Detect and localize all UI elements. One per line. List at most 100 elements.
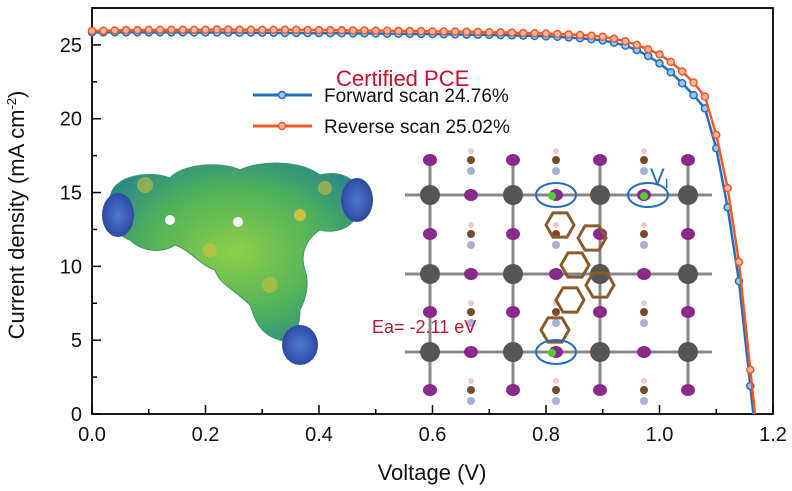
lead-atom: [678, 264, 698, 284]
legend-forward: Forward scan 24.76%: [253, 86, 509, 107]
data-point-reverse: [167, 25, 176, 34]
x-tick-label: 0.4: [305, 424, 333, 446]
lead-atom: [590, 342, 610, 362]
y-tick-label: 5: [71, 330, 82, 352]
vacancy-label-main: V: [650, 164, 665, 189]
x-tick-label: 0.6: [419, 424, 447, 446]
molecule-ring: [554, 286, 586, 314]
iodide-atom: [506, 154, 520, 166]
carbon-atom: [640, 156, 648, 164]
iodide-atom: [423, 306, 437, 318]
lead-atom: [590, 185, 610, 205]
molecule-ring: [544, 211, 576, 239]
nitrogen-atom: [552, 397, 560, 405]
data-point-reverse: [473, 27, 483, 37]
data-point-reverse: [700, 92, 710, 101]
nitrogen-atom: [640, 319, 648, 327]
data-point-reverse: [269, 25, 278, 35]
lead-atom: [503, 342, 523, 362]
data-point-reverse: [382, 26, 392, 35]
esp-molecule-inset: [102, 162, 373, 365]
dopant-atom: [548, 192, 556, 200]
data-point-reverse: [519, 28, 528, 38]
data-point-reverse: [405, 26, 415, 36]
x-tick-label: 1.2: [759, 424, 787, 446]
carbon-atom: [552, 156, 560, 164]
hydrogen-atom: [553, 378, 559, 384]
hydrogen-atom: [468, 222, 474, 228]
series-layer: [87, 25, 757, 415]
data-point-reverse: [314, 25, 324, 35]
iodide-atom: [593, 384, 607, 396]
carbon-atom: [467, 308, 475, 316]
hydrogen-atom: [553, 222, 559, 228]
iodide-atom: [506, 306, 520, 318]
data-point-forward: [677, 79, 687, 88]
hydrogen-atom: [641, 378, 647, 384]
data-point-reverse: [337, 26, 346, 35]
data-point-reverse: [632, 40, 642, 50]
x-tick-label: 0.8: [532, 424, 560, 446]
x-axis-title: Voltage (V): [378, 460, 487, 485]
data-point-reverse: [723, 183, 732, 193]
data-point-reverse: [541, 29, 551, 38]
carbon-atom: [552, 308, 560, 316]
y-tick-label: 15: [60, 183, 82, 205]
nitrogen-atom: [640, 167, 648, 175]
data-point-reverse: [553, 29, 562, 39]
molecule-ring: [559, 251, 591, 279]
nitrogen-atom: [552, 167, 560, 175]
data-point-reverse: [87, 26, 97, 36]
legend-reverse: Reverse scan 25.02%: [253, 117, 510, 138]
data-point-reverse: [292, 25, 301, 35]
data-point-reverse: [439, 27, 449, 36]
data-point-reverse: [121, 25, 131, 35]
data-point-reverse: [734, 257, 744, 267]
lead-atom: [420, 185, 440, 205]
data-point-reverse: [462, 27, 471, 37]
molecule-ring: [584, 271, 616, 299]
data-point-reverse: [110, 26, 119, 35]
y-axis-title-sup: -2: [4, 98, 19, 110]
iodide-atom: [637, 346, 651, 358]
data-point-reverse: [326, 25, 335, 35]
data-point-reverse: [371, 26, 380, 35]
carbon-atom: [467, 156, 475, 164]
hydrogen-atom: [641, 148, 647, 154]
data-point-forward: [689, 90, 698, 100]
lead-atom: [678, 342, 698, 362]
nitrogen-atom: [467, 167, 475, 175]
lead-atom: [678, 185, 698, 205]
iodide-atom: [506, 384, 520, 396]
lead-atom: [420, 264, 440, 284]
iodide-atom: [423, 384, 437, 396]
activation-energy-label: Ea= -2.11 eV: [372, 317, 476, 337]
hydrogen-atom: [553, 148, 559, 154]
data-point-reverse: [416, 26, 426, 36]
lead-atom: [503, 264, 523, 284]
data-point-reverse: [428, 27, 437, 36]
y-tick-label: 25: [60, 35, 82, 57]
iodide-atom: [464, 268, 478, 280]
iodide-atom: [681, 306, 695, 318]
axes: 0.0 0.2 0.4 0.6 0.8 1.0 1.2 0 5 10 15 20 25: [60, 7, 787, 446]
nitrogen-atom: [552, 241, 560, 249]
data-point-reverse: [655, 50, 664, 59]
data-point-reverse: [212, 25, 222, 34]
nitrogen-atom: [552, 319, 560, 327]
data-point-reverse: [666, 57, 676, 67]
carbon-atom: [640, 308, 648, 316]
data-point-reverse: [394, 26, 403, 36]
data-point-reverse: [303, 25, 312, 35]
data-point-reverse: [564, 30, 573, 39]
legend-title: Certified PCE: [336, 66, 469, 91]
hydrogen-atom: [641, 300, 647, 306]
data-point-reverse: [201, 25, 210, 34]
nitrogen-atom: [640, 241, 648, 249]
data-point-reverse: [507, 28, 517, 37]
x-tick-label: 0.2: [192, 424, 220, 446]
legend-forward-label: Forward scan 24.76%: [324, 86, 509, 107]
data-point-reverse: [530, 28, 539, 38]
x-tick-label: 1.0: [646, 424, 674, 446]
iodide-atom: [464, 346, 478, 358]
